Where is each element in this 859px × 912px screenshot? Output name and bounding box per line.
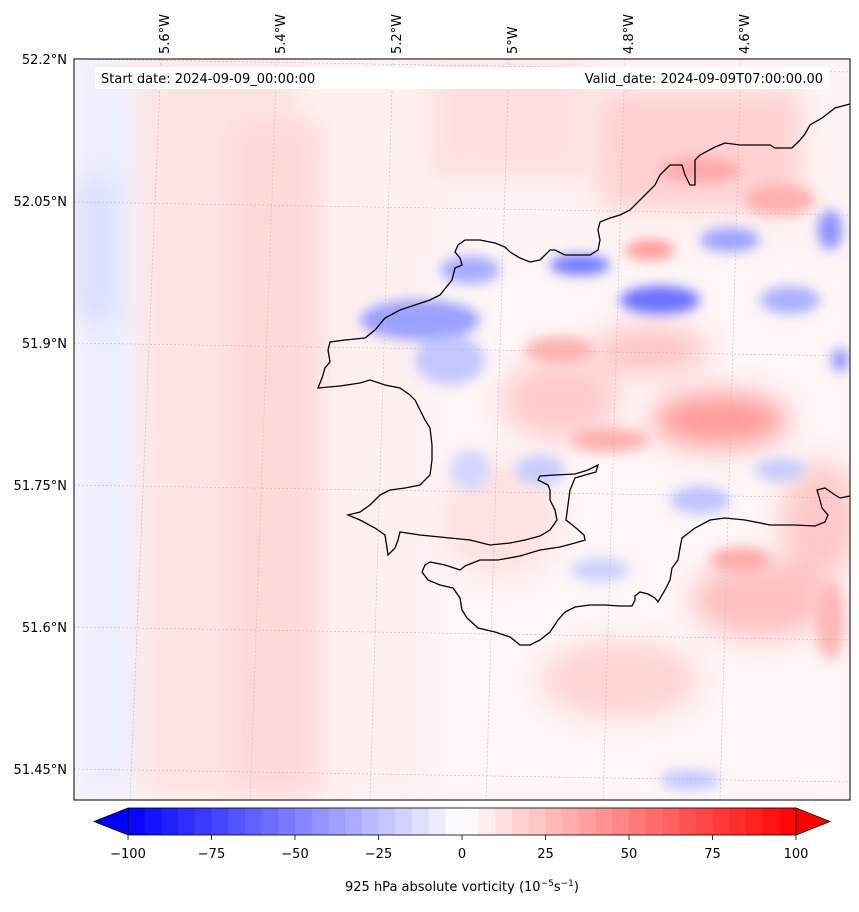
colorbar-cell [779, 808, 797, 835]
colorbar-tick-labels: −100 −75 −50 −25 0 25 50 75 100 [110, 847, 808, 862]
map-panel: Start date: 2024-09-09_00:00:00 Valid_da… [73, 58, 851, 801]
colorbar-cell [295, 808, 313, 835]
colorbar-cell [645, 808, 663, 835]
colorbar-cell [161, 808, 179, 835]
lat-label: 52.2°N [22, 53, 67, 68]
colorbar-cell [361, 808, 380, 835]
valid-date-label: Valid_date: 2024-09-09T07:00:00.00 [585, 72, 823, 87]
colorbar-cell [562, 808, 580, 835]
longitude-labels: 5.6°W 5.4°W 5.2°W 5°W 4.8°W 4.6°W [158, 14, 753, 54]
colorbar-cell [278, 808, 296, 835]
colorbar-cell [762, 808, 780, 835]
colorbar-extend-low [92, 807, 129, 836]
lat-label: 51.45°N [14, 763, 67, 778]
colorbar-cell [595, 808, 613, 835]
colorbar-cell [679, 808, 697, 835]
colorbar-cell [462, 808, 480, 835]
lon-label: 5.2°W [390, 14, 405, 54]
colorbar-cell [545, 808, 563, 835]
colorbar-cell [695, 808, 714, 835]
start-date-label: Start date: 2024-09-09_00:00:00 [101, 72, 315, 87]
colorbar-cell [261, 808, 279, 835]
colorbar-cells [128, 808, 797, 835]
lon-label: 5°W [506, 26, 521, 54]
colorbar-cell [194, 808, 213, 835]
colorbar-extend-high [795, 807, 832, 836]
lon-label: 4.8°W [622, 14, 637, 54]
colorbar-cell [395, 808, 413, 835]
lat-label: 51.9°N [22, 337, 67, 352]
lat-label: 52.05°N [14, 195, 67, 210]
colorbar-cell [211, 808, 229, 835]
colorbar-cell [128, 808, 146, 835]
map-frame [73, 58, 851, 801]
colorbar-label: 925 hPa absolute vorticity (10−5s−1) [345, 879, 579, 895]
cbar-tick-label: 100 [784, 847, 809, 862]
cbar-tick-label: 75 [704, 847, 721, 862]
cbar-tick-label: 50 [621, 847, 638, 862]
cbar-tick-label: −100 [110, 847, 146, 862]
colorbar-cell [612, 808, 630, 835]
lon-label: 4.6°W [738, 14, 753, 54]
latitude-labels: 52.2°N 52.05°N 51.9°N 51.75°N 51.6°N 51.… [14, 53, 67, 778]
lon-label: 5.4°W [274, 14, 289, 54]
cbar-tick-label: −75 [198, 847, 225, 862]
colorbar: −100 −75 −50 −25 0 25 50 75 100 925 hPa … [92, 807, 832, 895]
cbar-tick-label: 25 [537, 847, 554, 862]
gridlines [73, 58, 851, 801]
colorbar-cell [244, 808, 263, 835]
colorbar-cell [378, 808, 396, 835]
colorbar-cell [578, 808, 597, 835]
colorbar-cell [478, 808, 496, 835]
colorbar-cell [311, 808, 329, 835]
lon-label: 5.6°W [158, 14, 173, 54]
colorbar-cell [745, 808, 764, 835]
colorbar-cell [729, 808, 747, 835]
colorbar-cell [428, 808, 446, 835]
colorbar-cell [445, 808, 463, 835]
lat-label: 51.6°N [22, 621, 67, 636]
colorbar-cell [345, 808, 363, 835]
colorbar-ticks [127, 835, 797, 840]
cbar-tick-label: −50 [281, 847, 308, 862]
colorbar-cell [712, 808, 730, 835]
colorbar-cell [228, 808, 246, 835]
cbar-tick-label: −25 [365, 847, 392, 862]
cbar-tick-label: 0 [458, 847, 466, 862]
colorbar-cell [512, 808, 530, 835]
colorbar-cell [178, 808, 196, 835]
coastline [317, 103, 850, 646]
colorbar-cell [328, 808, 346, 835]
date-box [95, 67, 830, 89]
colorbar-cell [662, 808, 680, 835]
colorbar-cell [411, 808, 430, 835]
colorbar-cell [495, 808, 513, 835]
colorbar-cell [144, 808, 162, 835]
colorbar-cell [629, 808, 647, 835]
colorbar-cell [528, 808, 547, 835]
lat-label: 51.75°N [14, 479, 67, 494]
vorticity-field [74, 59, 850, 800]
